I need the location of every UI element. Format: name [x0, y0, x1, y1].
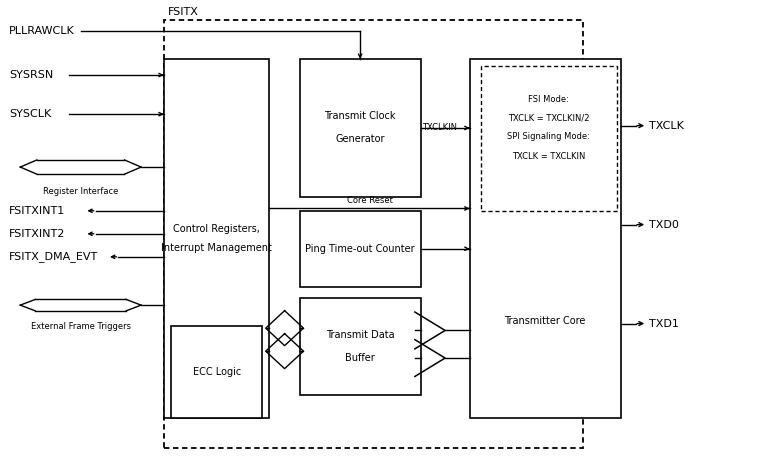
- Text: TXCLK = TXCLKIN/2: TXCLK = TXCLKIN/2: [508, 113, 590, 122]
- Text: PLLRAWCLK: PLLRAWCLK: [9, 26, 75, 36]
- Bar: [470, 59, 621, 418]
- Text: TXD1: TXD1: [650, 319, 679, 329]
- Text: Transmitter Core: Transmitter Core: [505, 316, 586, 326]
- Text: Transmit Clock: Transmit Clock: [324, 112, 396, 121]
- Bar: [481, 66, 617, 211]
- Text: FSITX_DMA_EVT: FSITX_DMA_EVT: [9, 251, 99, 262]
- Text: FSI Mode:: FSI Mode:: [528, 95, 569, 104]
- Text: TXCLKIN: TXCLKIN: [422, 124, 457, 132]
- Text: ECC Logic: ECC Logic: [193, 367, 241, 377]
- Text: Register Interface: Register Interface: [43, 187, 118, 196]
- Bar: [299, 211, 421, 287]
- Text: FSITX: FSITX: [168, 7, 199, 18]
- Text: External Frame Triggers: External Frame Triggers: [30, 322, 130, 332]
- Text: SYSRSN: SYSRSN: [9, 70, 53, 80]
- Text: SPI Signaling Mode:: SPI Signaling Mode:: [508, 131, 590, 140]
- Bar: [164, 59, 270, 418]
- Bar: [299, 298, 421, 395]
- Text: Ping Time-out Counter: Ping Time-out Counter: [305, 244, 415, 254]
- Text: Transmit Data: Transmit Data: [326, 330, 394, 340]
- Text: FSITXINT1: FSITXINT1: [9, 206, 65, 216]
- Text: FSITXINT2: FSITXINT2: [9, 229, 65, 239]
- Text: Generator: Generator: [335, 134, 385, 144]
- Text: TXCLK = TXCLKIN: TXCLK = TXCLKIN: [512, 152, 586, 161]
- Text: SYSCLK: SYSCLK: [9, 109, 52, 119]
- Text: Buffer: Buffer: [345, 353, 375, 363]
- Text: Interrupt Management: Interrupt Management: [161, 243, 272, 253]
- Text: TXCLK: TXCLK: [650, 121, 684, 131]
- Bar: [171, 326, 262, 418]
- Text: Control Registers,: Control Registers,: [173, 224, 260, 234]
- Text: TXD0: TXD0: [650, 219, 679, 230]
- Text: Core Reset: Core Reset: [346, 196, 393, 205]
- Bar: [164, 20, 583, 448]
- Bar: [299, 59, 421, 197]
